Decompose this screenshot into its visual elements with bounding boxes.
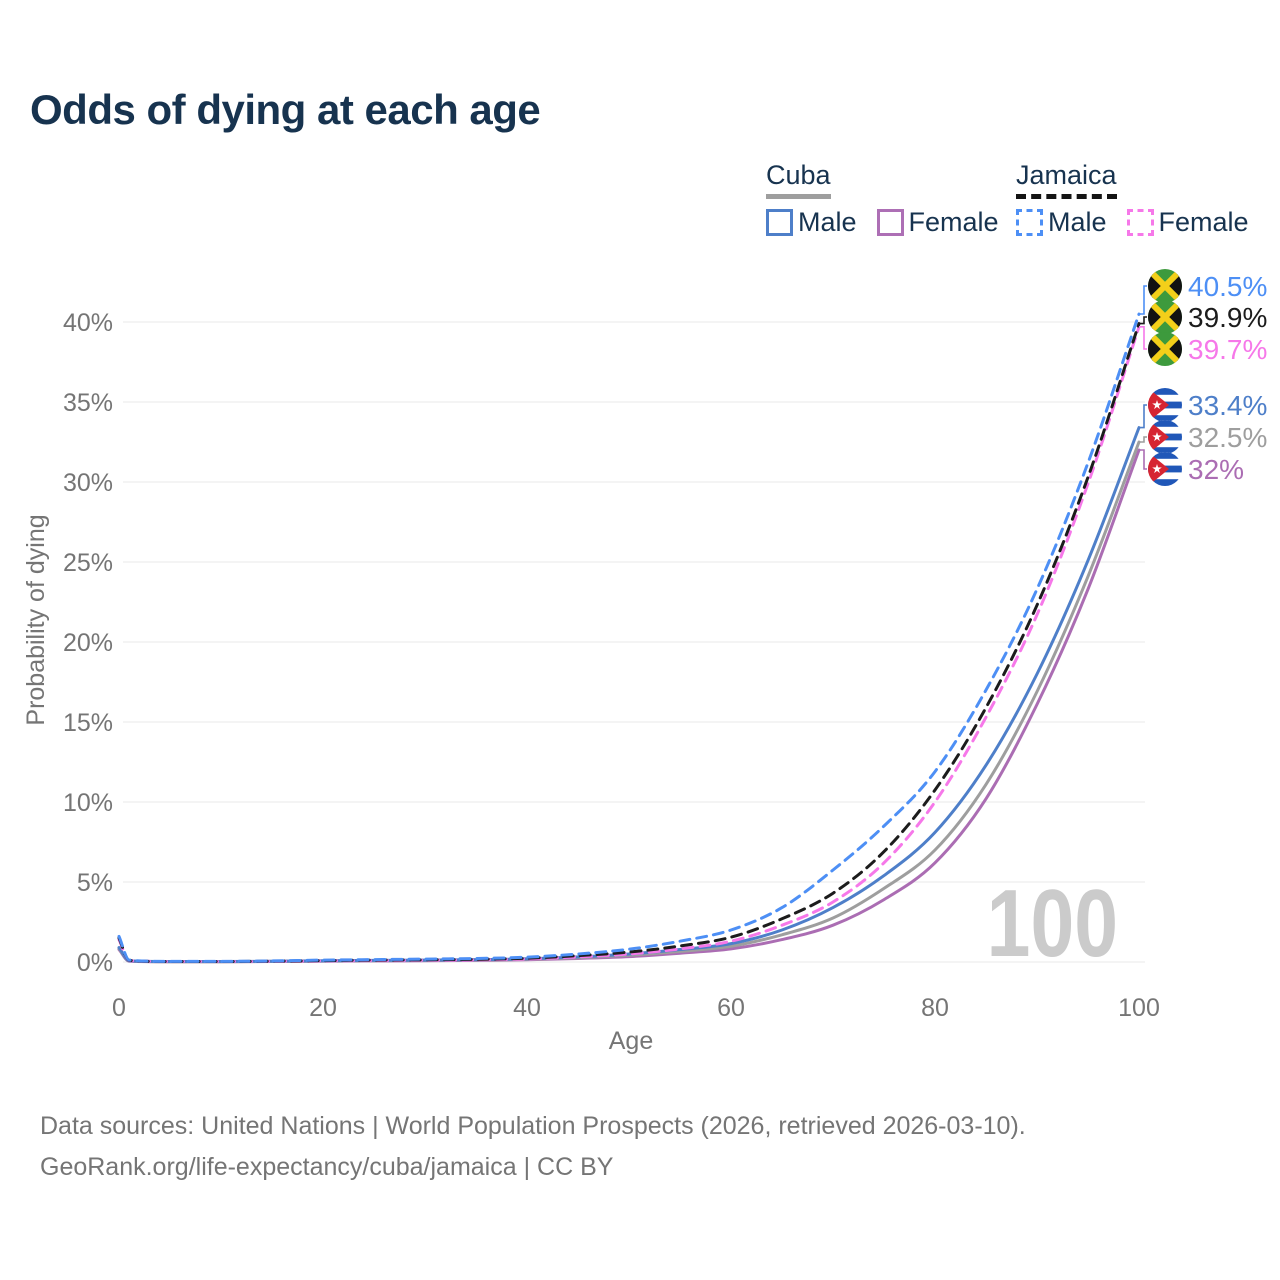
connector-cuba-male	[1139, 404, 1147, 429]
y-tick: 15%	[63, 709, 113, 737]
x-axis-ticks: 0 20 40 60 80 100	[112, 994, 1160, 1022]
x-tick: 0	[112, 994, 126, 1022]
attribution-line: GeoRank.org/life-expectancy/cuba/jamaica…	[40, 1153, 614, 1181]
legend-item-jamaica-female[interactable]: Female	[1126, 207, 1249, 238]
jamaica-flag-icon	[1148, 300, 1182, 334]
legend-item-jamaica-male[interactable]: Male	[1016, 207, 1107, 238]
line-jamaica-total	[117, 322, 1141, 963]
y-tick: 30%	[63, 469, 113, 497]
x-axis-title: Age	[609, 1027, 653, 1055]
cuba-flag-icon	[1148, 452, 1182, 486]
connector-cuba-total	[1139, 436, 1147, 443]
end-label-connectors	[1139, 285, 1147, 470]
data-source-line: Data sources: United Nations | World Pop…	[40, 1112, 1026, 1140]
cuba-flag-icon	[1148, 388, 1182, 422]
jamaica-flag-icon	[1148, 269, 1182, 303]
x-tick: 60	[717, 994, 745, 1022]
connector-cuba-female	[1139, 449, 1147, 470]
y-tick: 10%	[63, 789, 113, 817]
age-watermark: 100	[987, 870, 1118, 977]
end-label-cuba-total: 32.5%	[1188, 422, 1267, 453]
series-curves	[117, 312, 1141, 964]
x-tick: 20	[309, 994, 337, 1022]
legend-group-jamaica: Jamaica Male Female	[1016, 160, 1249, 238]
y-tick: 40%	[63, 309, 113, 337]
checkbox-dashed-pink-icon	[1126, 209, 1154, 236]
checkbox-solid-blue-icon	[766, 209, 793, 236]
end-label-cuba-female: 32%	[1188, 454, 1244, 485]
y-axis-title: Probability of dying	[22, 514, 50, 725]
legend-header-jamaica[interactable]: Jamaica	[1016, 160, 1117, 199]
connector-jamaica-female	[1139, 326, 1147, 350]
end-label-cuba-male: 33.4%	[1188, 390, 1267, 421]
y-tick: 5%	[77, 869, 113, 897]
jamaica-flag-icon	[1148, 332, 1182, 366]
line-jamaica-female	[117, 325, 1141, 963]
y-tick: 35%	[63, 389, 113, 417]
end-label-jamaica-female: 39.7%	[1188, 334, 1267, 365]
x-tick: 40	[513, 994, 541, 1022]
y-tick: 0%	[77, 949, 113, 977]
checkbox-solid-purple-icon	[876, 209, 904, 236]
y-axis-ticks: 0% 5% 10% 15% 20% 25% 30% 35% 40%	[63, 309, 113, 977]
y-tick: 20%	[63, 629, 113, 657]
page-title: Odds of dying at each age	[30, 86, 541, 133]
connector-jamaica-male	[1139, 285, 1147, 315]
legend-header-cuba[interactable]: Cuba	[766, 160, 831, 199]
x-tick: 80	[921, 994, 949, 1022]
cuba-flag-icon	[1148, 420, 1182, 454]
end-label-jamaica-total: 39.9%	[1188, 302, 1267, 333]
end-label-flags	[1148, 269, 1182, 486]
legend-item-cuba-male[interactable]: Male	[766, 207, 857, 238]
gridlines	[123, 321, 1145, 963]
legend-item-cuba-female[interactable]: Female	[876, 207, 999, 238]
checkbox-dashed-blue-icon	[1016, 209, 1043, 236]
footer: Data sources: United Nations | World Pop…	[40, 1106, 1026, 1188]
legend-group-cuba: Cuba Male Female	[766, 160, 999, 238]
x-tick: 100	[1118, 994, 1160, 1022]
end-value-labels: 40.5% 39.9% 39.7% 33.4% 32.5% 32%	[1188, 271, 1267, 485]
y-tick: 25%	[63, 549, 113, 577]
end-label-jamaica-male: 40.5%	[1188, 271, 1267, 302]
line-jamaica-male	[117, 312, 1141, 963]
connector-jamaica-total	[1139, 316, 1147, 325]
